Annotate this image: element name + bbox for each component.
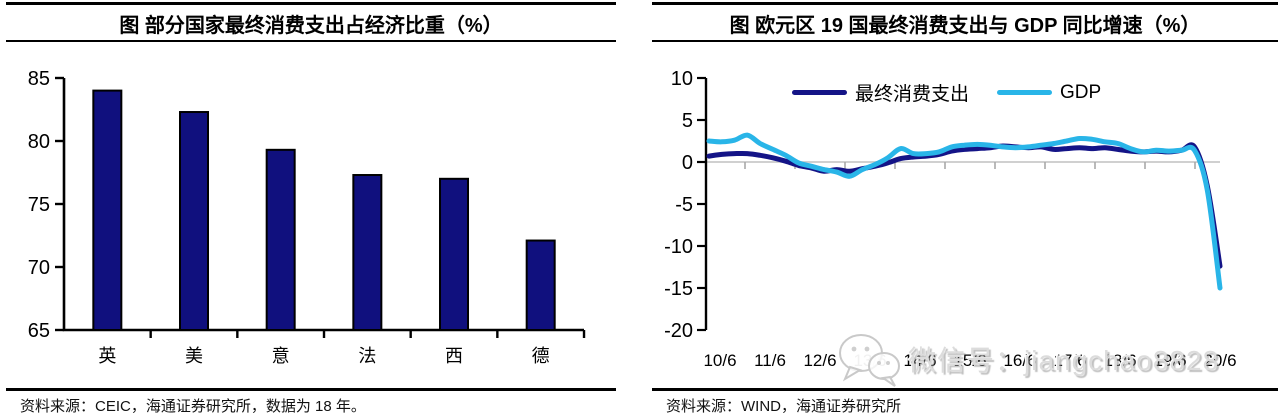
y-axis-tick-label: -10 <box>664 236 693 258</box>
y-axis-tick-label: -20 <box>664 320 693 342</box>
left-figure-title: 图 部分国家最终消费支出占经济比重（%） <box>119 15 503 37</box>
bar-法 <box>352 174 383 331</box>
bar-美 <box>179 111 210 331</box>
y-axis-tick-label: 80 <box>28 131 50 153</box>
right-source-note: 资料来源：WIND，海通证券研究所 <box>666 398 901 415</box>
left-source-note: 资料来源：CEIC，海通证券研究所，数据为 18 年。 <box>20 398 366 415</box>
left-figure-panel: 图 部分国家最终消费支出占经济比重（%） 85 80 75 70 65 英 美 意 法 西 德 资料… <box>6 0 616 420</box>
consumption-line-swatch <box>792 90 847 95</box>
category-label-英: 英 <box>98 346 116 366</box>
bar-意 <box>265 148 296 331</box>
series-line-consumption <box>706 142 1223 269</box>
y-axis-tick-label: 65 <box>28 320 50 342</box>
legend-item-gdp: GDP <box>997 82 1101 104</box>
line-chart-canvas: 10 5 0 -5 -10 -15 -20 10/6 11/6 12/6 13/6 14/6 15/6 1… <box>664 68 1236 370</box>
x-axis-label-13-6: 13/6 <box>853 351 886 370</box>
x-axis-label-18-6: 18/6 <box>1103 351 1136 370</box>
category-label-法: 法 <box>358 346 376 366</box>
bar-德 <box>525 239 556 331</box>
y-axis-tick-label: 10 <box>671 68 693 90</box>
x-axis-label-20-6: 20/6 <box>1203 351 1236 370</box>
axis-line <box>62 78 584 332</box>
category-label-美: 美 <box>185 346 203 366</box>
bar-英 <box>92 89 123 331</box>
y-axis-tick-label: 0 <box>682 152 693 174</box>
y-axis-tick-label: -15 <box>664 278 693 300</box>
x-axis-label-14-6: 14/6 <box>903 351 936 370</box>
x-axis-label-10-6: 10/6 <box>703 351 736 370</box>
left-bottom-rule <box>6 388 616 391</box>
category-label-意: 意 <box>272 346 290 366</box>
y-axis-tick-label: 85 <box>28 68 50 90</box>
right-top-rule <box>652 2 1278 5</box>
right-figure-title: 图 欧元区 19 国最终消费支出与 GDP 同比增速（%） <box>729 15 1201 37</box>
x-axis-label-19-6: 19/6 <box>1153 351 1186 370</box>
right-title-rule <box>652 40 1278 42</box>
legend-item-consumption: 最终消费支出 <box>792 79 969 106</box>
category-label-德: 德 <box>532 346 550 366</box>
chart-legend: 最终消费支出 GDP <box>792 79 1119 106</box>
y-axis-tick-label: 75 <box>28 194 50 216</box>
x-axis-label-15-6: 15/6 <box>953 351 986 370</box>
right-bottom-rule <box>652 388 1278 391</box>
y-axis-tick-label: 5 <box>682 110 693 132</box>
x-axis-label-11-6: 11/6 <box>754 351 786 370</box>
left-top-rule <box>6 2 616 5</box>
bar-西 <box>439 177 470 331</box>
x-axis-label-17-6: 17/6 <box>1053 351 1086 370</box>
gdp-legend-label: GDP <box>1060 81 1102 103</box>
consumption-legend-label: 最终消费支出 <box>855 84 970 105</box>
left-title-rule <box>6 40 616 42</box>
gdp-line-swatch <box>997 90 1053 95</box>
x-axis-label-12-6: 12/6 <box>803 351 836 370</box>
category-label-西: 西 <box>445 346 463 366</box>
x-axis-label-16-6: 16/6 <box>1003 351 1036 370</box>
series-line-gdp <box>706 132 1223 291</box>
right-figure-panel: 图 欧元区 19 国最终消费支出与 GDP 同比增速（%） 10 5 0 -5 -10 -… <box>652 0 1278 420</box>
bar-chart-canvas: 85 80 75 70 65 英 美 意 法 西 德 <box>28 68 586 366</box>
y-axis-tick-label: 70 <box>28 257 50 279</box>
y-axis-tick-label: -5 <box>675 194 693 216</box>
